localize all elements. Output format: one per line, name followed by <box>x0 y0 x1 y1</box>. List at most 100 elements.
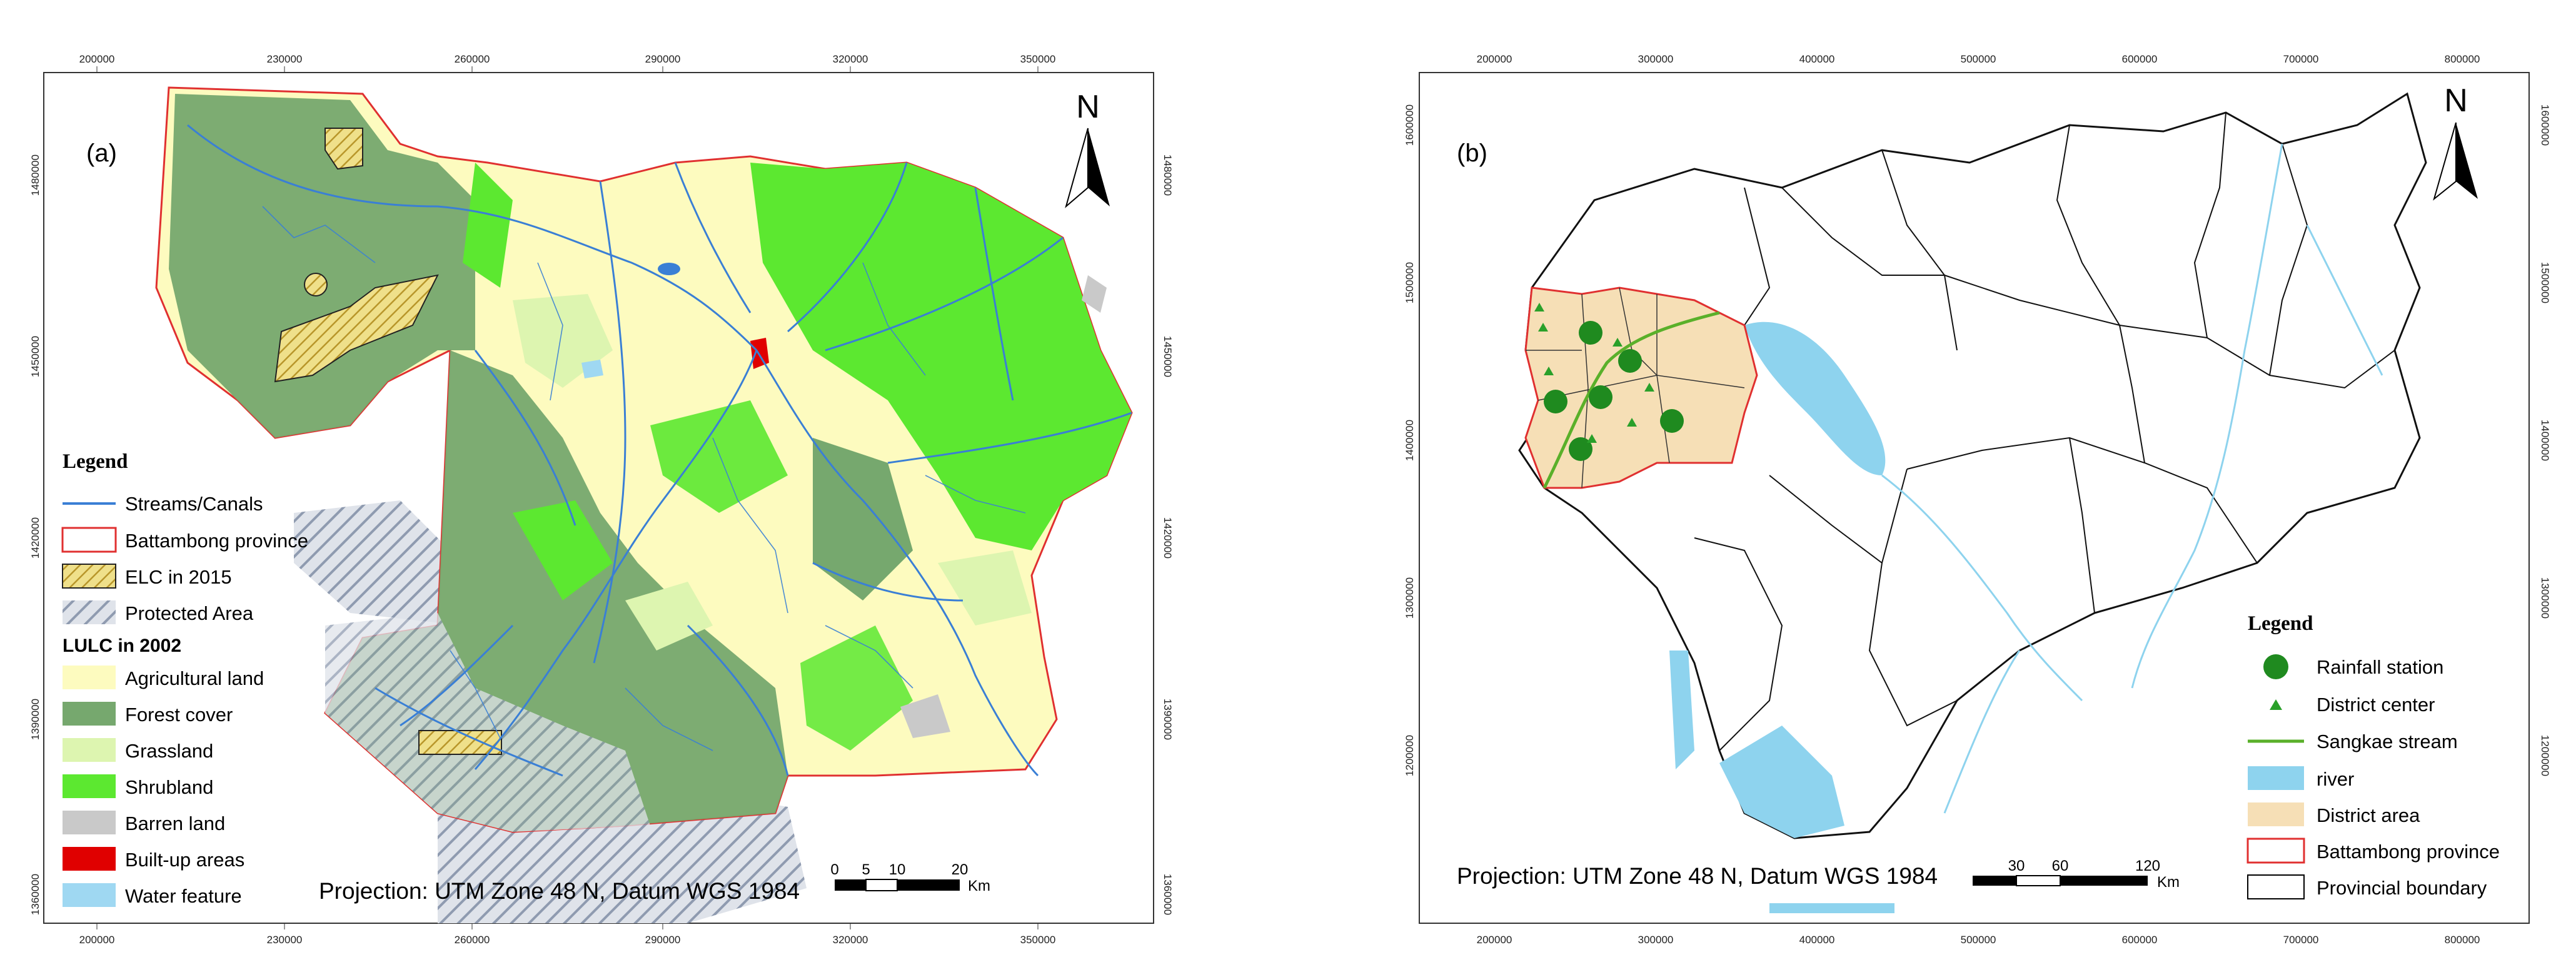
panel-label-b: (b) <box>1457 139 1487 167</box>
y-tick-left-4: 1390000 <box>29 699 41 740</box>
legend-label-water: Water feature <box>125 885 242 907</box>
b-x-tick-bottom-2: 300000 <box>1638 934 1674 946</box>
district-centers <box>1534 303 1654 443</box>
stream-minor-1 <box>262 206 376 263</box>
b-x-tick-top-7: 800000 <box>2445 53 2480 65</box>
protected-area-sw-1 <box>294 500 463 625</box>
b-y-tick-right-3: 1400000 <box>2539 420 2551 461</box>
scale-a-20: 20 <box>952 861 969 878</box>
shrubland-north <box>463 163 513 288</box>
map-b-y-ticks-right: 1600000 1500000 1400000 1300000 1200000 <box>2539 104 2551 776</box>
boundary-1 <box>1744 187 1771 326</box>
stream-9 <box>474 350 576 526</box>
rainfall-station-2 <box>1618 349 1642 373</box>
stream-6 <box>825 236 1064 352</box>
stream-minor-6 <box>625 687 713 751</box>
boundary-5 <box>2206 337 2395 389</box>
legend-swatch-province <box>61 527 117 553</box>
x-tick-top-1: 200000 <box>79 53 115 65</box>
stream-minor-3 <box>712 437 788 614</box>
grassland-3 <box>625 582 713 651</box>
legend-b-label-rainfall: Rainfall station <box>2317 656 2443 678</box>
x-tick-bottom-3: 260000 <box>455 934 490 946</box>
rivers <box>1881 143 2383 814</box>
b-y-tick-left-5: 1200000 <box>1404 735 1416 776</box>
x-tick-top-6: 350000 <box>1020 53 1056 65</box>
boundary-14 <box>2269 143 2308 376</box>
y-tick-left-3: 1420000 <box>29 517 41 559</box>
scale-b-unit: Km <box>2157 874 2180 891</box>
stream-10 <box>812 562 963 602</box>
b-x-tick-top-5: 600000 <box>2122 53 2158 65</box>
rainfall-station-3 <box>1544 390 1567 413</box>
b-y-tick-right-5: 1200000 <box>2539 735 2551 776</box>
boundary-2 <box>1881 149 1958 351</box>
boundary-13 <box>1781 187 1945 276</box>
b-y-tick-left-3: 1400000 <box>1404 420 1416 461</box>
river-bassac <box>1943 650 2021 814</box>
b-x-tick-bottom-6: 700000 <box>2283 934 2319 946</box>
forest-central <box>813 438 913 600</box>
legend-b-label-district-area: District area <box>2317 804 2420 826</box>
b-y-tick-left-2: 1500000 <box>1404 262 1416 303</box>
legend-label-elc: ELC in 2015 <box>125 566 232 588</box>
legend-b-swatch-river <box>2248 766 2304 790</box>
legend-swatch-protected <box>63 600 116 624</box>
stream-7 <box>887 412 1132 464</box>
district-center-2 <box>1544 367 1554 375</box>
legend-label-barren: Barren land <box>125 813 225 834</box>
legend-b-title: Legend <box>2248 612 2313 635</box>
legend-label-protected: Protected Area <box>125 602 254 624</box>
district-center-4 <box>1644 383 1654 392</box>
legend-b-swatch-province <box>2246 838 2305 864</box>
rainfall-stations <box>1544 321 1684 461</box>
scale-b-30: 30 <box>2008 858 2025 874</box>
stream-3 <box>474 350 758 770</box>
legend-label-forest: Forest cover <box>125 704 233 726</box>
b-y-tick-right-4: 1300000 <box>2539 577 2551 619</box>
legend-b-label-district-center: District center <box>2317 694 2435 716</box>
streams-network <box>187 124 1132 777</box>
forest-northwest <box>169 94 475 438</box>
rainfall-station-5 <box>1660 409 1684 433</box>
stream-5 <box>787 162 908 333</box>
north-arrow-left-half <box>1065 128 1089 208</box>
legend-b-swatch-rainfall <box>2263 654 2288 679</box>
map-panel-a: 200000 230000 260000 290000 320000 35000… <box>0 0 1175 967</box>
district-center-6 <box>1587 434 1597 443</box>
district-center-5 <box>1627 418 1637 427</box>
b-y-tick-left-4: 1300000 <box>1404 577 1416 619</box>
stream-14 <box>400 624 514 727</box>
water-feature-lake <box>658 263 680 275</box>
boundary-12 <box>2119 325 2145 463</box>
north-arrow-b-left-half <box>2433 122 2457 201</box>
legend-b-swatch-provincial-boundary <box>2247 874 2305 899</box>
b-x-tick-bottom-7: 800000 <box>2445 934 2480 946</box>
x-tick-bottom-4: 290000 <box>645 934 681 946</box>
b-x-tick-bottom-1: 200000 <box>1477 934 1512 946</box>
legend-label-streams: Streams/Canals <box>125 493 263 515</box>
river-coastal-1 <box>1669 651 1694 769</box>
legend-swatch-elc <box>62 564 116 589</box>
rainfall-station-1 <box>1579 321 1602 345</box>
b-x-tick-bottom-4: 500000 <box>1961 934 1996 946</box>
x-tick-bottom-5: 320000 <box>833 934 868 946</box>
legend-label-builtup: Built-up areas <box>125 849 244 871</box>
map-b-x-ticks-top: 200000 300000 400000 500000 600000 70000… <box>1477 53 2480 65</box>
legend-a-lulc-title: LULC in 2002 <box>63 635 181 656</box>
shrubland-center <box>650 400 788 513</box>
protected-area-southwest <box>325 613 650 832</box>
north-label-a: N <box>1076 89 1100 125</box>
legend-swatch-builtup <box>63 847 116 871</box>
scale-a-5: 5 <box>862 861 870 878</box>
scale-bar-a: 0 5 10 20 Km <box>830 861 990 894</box>
stream-2 <box>755 350 1039 777</box>
x-tick-bottom-2: 230000 <box>267 934 303 946</box>
barren-land-2 <box>1082 275 1107 313</box>
x-tick-bottom-1: 200000 <box>79 934 115 946</box>
boundary-8 <box>2069 437 2095 614</box>
boundary-6 <box>1944 275 2208 338</box>
legend-b: Legend Rainfall station District center … <box>2246 612 2500 899</box>
b-y-tick-right-1: 1600000 <box>2539 104 2551 146</box>
panel-label-a: (a) <box>86 139 117 167</box>
